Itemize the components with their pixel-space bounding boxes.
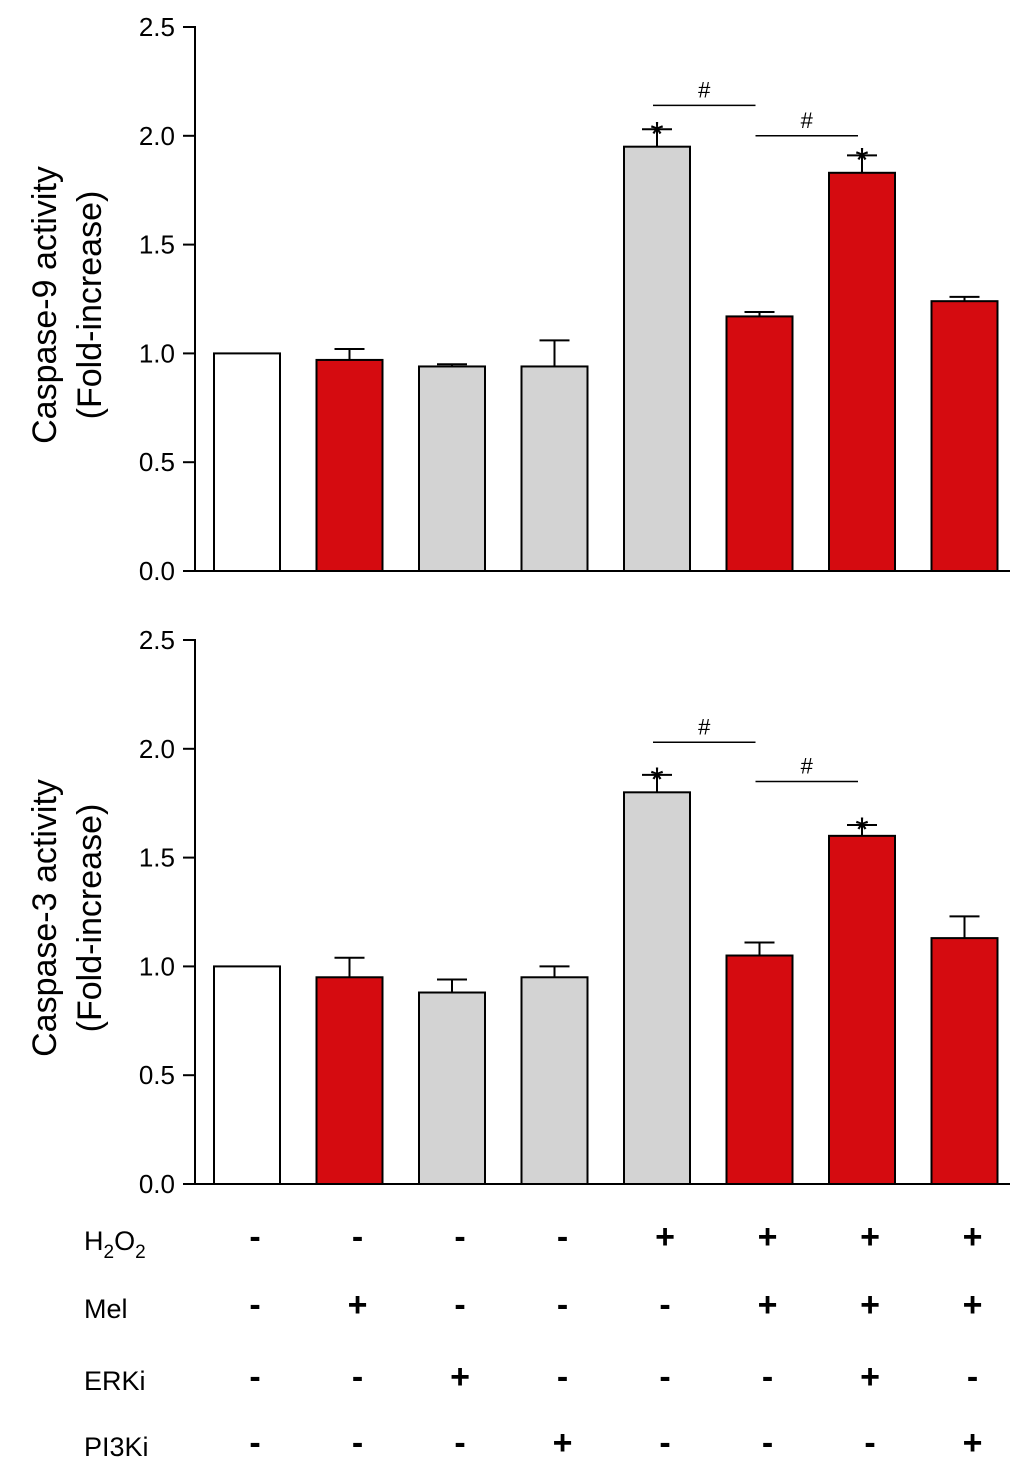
treatment-sign: +: [963, 1218, 983, 1256]
comparison-hash: #: [698, 714, 711, 739]
caspase-9-bar-1: [213, 352, 281, 572]
h2o2-label-h: H: [84, 1226, 104, 1256]
treatment-sign: -: [249, 1218, 260, 1256]
treatment-sign: -: [762, 1358, 773, 1396]
treatment-sign: -: [967, 1358, 978, 1396]
caspase-3-ylabel-line2: (Fold-increase): [71, 804, 109, 1033]
comparison-hash: #: [698, 77, 711, 102]
caspase-9-bar-7: [828, 171, 896, 573]
treatment-sign: +: [963, 1286, 983, 1324]
significance-star: *: [650, 761, 663, 799]
caspase-3-bar-7: [828, 834, 896, 1186]
treatment-sign: -: [557, 1218, 568, 1256]
treatment-sign: +: [450, 1358, 470, 1396]
treatment-sign: +: [860, 1218, 880, 1256]
y-tick-label: 2.0: [139, 121, 175, 151]
y-tick-label: 1.5: [139, 230, 175, 260]
treatment-sign: -: [454, 1286, 465, 1324]
treatment-label: ERKi: [84, 1366, 146, 1396]
h2o2-label-o: O: [114, 1226, 135, 1256]
y-tick-label: 1.5: [139, 843, 175, 873]
treatment-sign: -: [557, 1358, 568, 1396]
treatment-sign: -: [659, 1286, 670, 1324]
caspase-9-bar-8: [930, 300, 999, 572]
treatment-label: H2O2: [84, 1226, 146, 1263]
y-tick-label: 2.5: [139, 12, 175, 42]
treatment-sign: -: [352, 1424, 363, 1462]
treatment-label: PI3Ki: [84, 1432, 149, 1462]
caspase-3-bar-8: [930, 937, 999, 1185]
treatment-sign: -: [659, 1358, 670, 1396]
y-tick-label: 1.0: [139, 338, 175, 368]
h2o2-label-sub: 2: [104, 1242, 115, 1263]
y-tick-label: 2.0: [139, 734, 175, 764]
comparison-hash: #: [801, 108, 814, 133]
caspase-3-bar-6: [725, 954, 794, 1186]
treatment-sign: +: [348, 1286, 368, 1324]
treatment-sign: -: [249, 1286, 260, 1324]
caspase-9-ylabel-line2: (Fold-increase): [71, 191, 109, 420]
caspase-9-chart: 0.0 0.5 1.0 1.5 2.0 2.5 Caspase-9 activity (Fol…: [26, 12, 1010, 586]
treatment-sign: +: [860, 1286, 880, 1324]
treatment-sign: -: [352, 1358, 363, 1396]
caspase-9-bar-5: [623, 145, 691, 572]
caspase-3-bar-1: [213, 965, 281, 1186]
treatment-label: Mel: [84, 1294, 128, 1324]
caspase-9-ylabel-line1: Caspase-9 activity: [26, 166, 64, 444]
caspase-3-bar-3: [418, 991, 486, 1186]
treatment-sign: -: [659, 1424, 670, 1462]
treatment-table: H2O2- - - - + + + +Mel - + - - - + + +ERKi - - + - - - + -PI3Ki…: [84, 1218, 982, 1462]
treatment-sign: -: [249, 1424, 260, 1462]
treatment-sign: +: [553, 1424, 573, 1462]
treatment-sign: +: [758, 1218, 778, 1256]
caspase-3-bar-5: [623, 791, 691, 1185]
significance-star: *: [855, 811, 868, 849]
caspase-3-bar-4: [520, 976, 589, 1186]
caspase-9-bar-2: [315, 358, 384, 573]
treatment-sign: -: [557, 1286, 568, 1324]
caspase-3-ylabel-line1: Caspase-3 activity: [26, 779, 64, 1057]
comparison-hash: #: [801, 753, 814, 778]
y-tick-label: 0.5: [139, 1060, 175, 1090]
significance-star: *: [855, 141, 868, 179]
y-tick-label: 0.0: [139, 1169, 175, 1199]
caspase-9-bar-6: [725, 315, 794, 572]
treatment-sign: -: [352, 1218, 363, 1256]
treatment-sign: -: [249, 1358, 260, 1396]
caspase-9-bar-4: [520, 365, 589, 572]
caspase-9-bar-3: [418, 365, 486, 572]
treatment-sign: -: [454, 1218, 465, 1256]
caspase-3-bar-2: [315, 976, 384, 1186]
treatment-sign: -: [454, 1424, 465, 1462]
y-tick-label: 2.5: [139, 625, 175, 655]
treatment-sign: +: [758, 1286, 778, 1324]
h2o2-label-sub: 2: [135, 1242, 146, 1263]
treatment-sign: +: [860, 1358, 880, 1396]
caspase-3-chart: 0.0 0.5 1.0 1.5 2.0 2.5 Caspase-3 activity (Fol…: [26, 625, 1010, 1199]
treatment-sign: -: [864, 1424, 875, 1462]
treatment-sign: -: [762, 1424, 773, 1462]
y-tick-label: 1.0: [139, 951, 175, 981]
y-tick-label: 0.5: [139, 447, 175, 477]
y-tick-label: 0.0: [139, 556, 175, 586]
treatment-sign: +: [963, 1424, 983, 1462]
significance-star: *: [650, 115, 663, 153]
treatment-sign: +: [655, 1218, 675, 1256]
